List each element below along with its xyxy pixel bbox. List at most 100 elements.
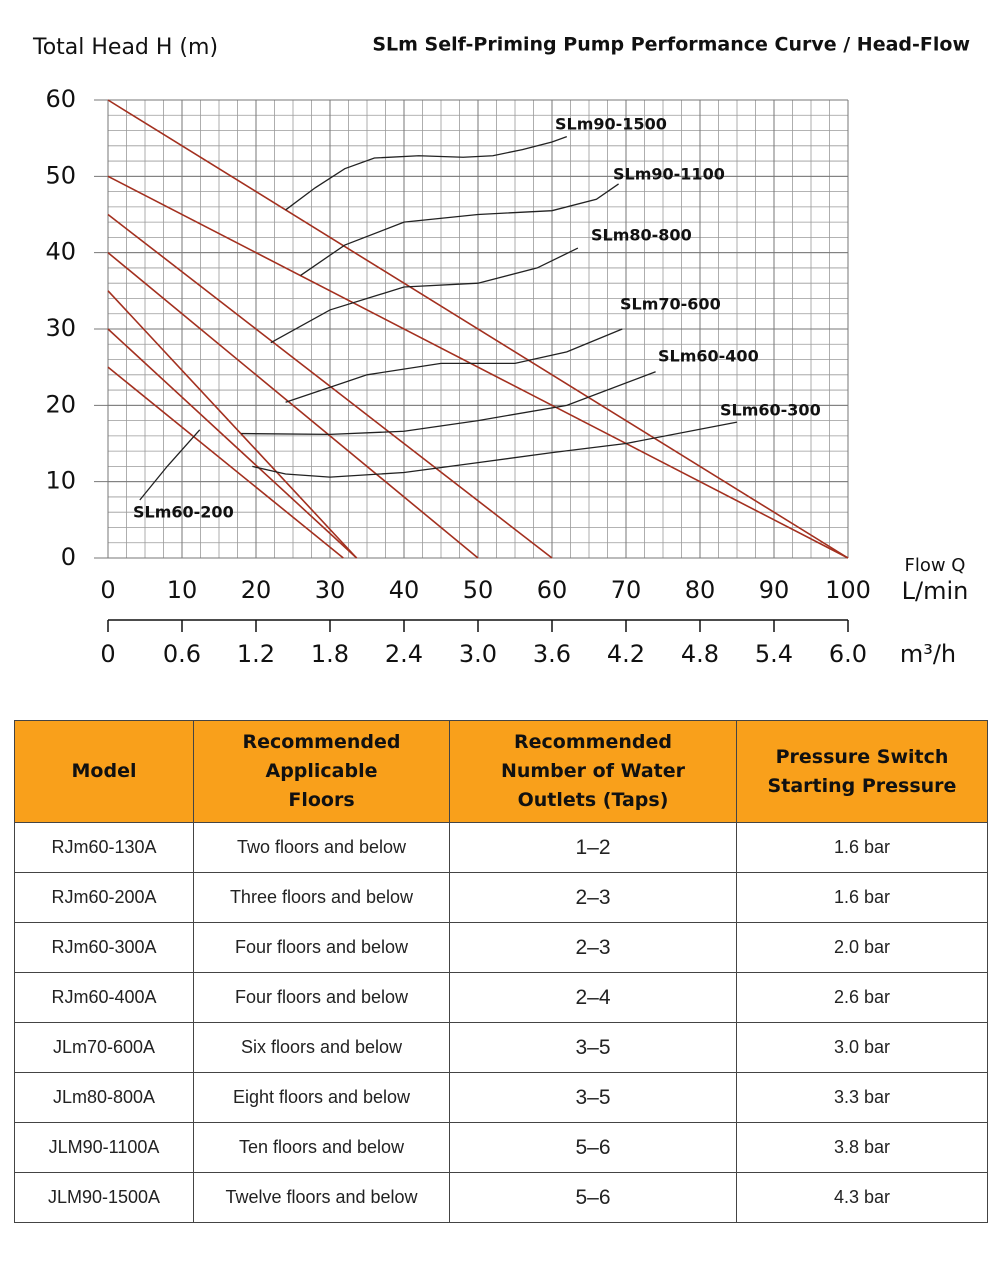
table-cell: JLm80-800A xyxy=(14,1072,194,1123)
series-line xyxy=(252,421,738,478)
table-cell: 2.6 bar xyxy=(736,972,988,1023)
x-unit: L/min xyxy=(902,577,969,605)
table-row: RJm60-200A Three floors and below 2–3 1.6 b… xyxy=(14,872,988,923)
y-tick-label: 10 xyxy=(45,467,76,495)
series-label: SLm70-600 xyxy=(620,295,721,314)
x2-tick-label: 4.8 xyxy=(681,640,719,668)
y-tick-label: 0 xyxy=(61,543,76,571)
x2-tick-label: 5.4 xyxy=(755,640,793,668)
x2-tick-label: 2.4 xyxy=(385,640,423,668)
series-line xyxy=(270,247,579,344)
y-tick-label: 40 xyxy=(45,238,76,266)
header-text: Pressure Switch Starting Pressure xyxy=(767,745,957,797)
table-cell: RJm60-200A xyxy=(14,872,194,923)
y-tick-label: 60 xyxy=(45,85,76,113)
header-text: Recommended Applicable Floors xyxy=(242,731,401,811)
x-tick-label: 60 xyxy=(537,576,568,604)
table-cell: Three floors and below xyxy=(193,872,450,923)
y-tick-label: 30 xyxy=(45,314,76,342)
x2-unit: m³/h xyxy=(900,640,956,668)
table-cell: RJm60-400A xyxy=(14,972,194,1023)
table-cell: RJm60-130A xyxy=(14,822,194,873)
x-axis-label: Flow Q xyxy=(905,555,966,576)
header-cell: Model xyxy=(14,720,194,823)
series-line xyxy=(107,328,358,559)
x-tick-label: 70 xyxy=(611,576,642,604)
series-label: SLm80-800 xyxy=(591,226,692,245)
x2-tick-label: 1.8 xyxy=(311,640,349,668)
chart: Total Head H (m) SLm Self-Priming Pump P… xyxy=(32,34,970,669)
table-cell: 5–6 xyxy=(449,1122,737,1173)
table-cell: 2–3 xyxy=(449,922,737,973)
x2-tick-label: 1.2 xyxy=(237,640,275,668)
series-label: SLm90-1100 xyxy=(613,165,725,184)
table-cell: 1.6 bar xyxy=(736,872,988,923)
header-cell: Recommended Number of Water Outlets (Tap… xyxy=(449,720,737,823)
table-cell: Two floors and below xyxy=(193,822,450,873)
table-cell: Six floors and below xyxy=(193,1022,450,1073)
header-text: Recommended Number of Water Outlets (Tap… xyxy=(500,731,686,811)
table-row: RJm60-300A Four floors and below 2–3 2.0 ba… xyxy=(14,922,988,973)
table-cell: Ten floors and below xyxy=(193,1122,450,1173)
x-tick-label: 80 xyxy=(685,576,716,604)
table-cell: RJm60-300A xyxy=(14,922,194,973)
x-tick-label: 50 xyxy=(463,576,494,604)
table-cell: JLM90-1500A xyxy=(14,1172,194,1223)
table-cell: Four floors and below xyxy=(193,972,450,1023)
table-cell: Twelve floors and below xyxy=(193,1172,450,1223)
series-label: SLm90-1500 xyxy=(555,115,667,134)
table-cell: 5–6 xyxy=(449,1172,737,1223)
x-tick-label: 30 xyxy=(315,576,346,604)
series-label: SLm60-400 xyxy=(658,347,759,366)
table-cell: Four floors and below xyxy=(193,922,450,973)
table-row: JLM90-1500A Twelve floors and below 5–6 4.3… xyxy=(14,1172,988,1223)
table-cell: 1–2 xyxy=(449,822,737,873)
series-line xyxy=(107,213,553,559)
series-line xyxy=(300,183,619,277)
table-row: RJm60-130A Two floors and below 1–2 1.6 bar xyxy=(14,822,988,873)
x-tick-label: 40 xyxy=(389,576,420,604)
series-line xyxy=(285,136,568,211)
x2-tick-label: 3.6 xyxy=(533,640,571,668)
series-label: SLm60-300 xyxy=(720,401,821,420)
table-body: RJm60-130A Two floors and below 1–2 1.6 bar… xyxy=(14,822,988,1223)
x-tick-label: 10 xyxy=(167,576,198,604)
table-cell: JLm70-600A xyxy=(14,1022,194,1073)
table-cell: 2.0 bar xyxy=(736,922,988,973)
x-tick-label: 0 xyxy=(100,576,115,604)
header-cell: Recommended Applicable Floors xyxy=(193,720,450,823)
series-line xyxy=(107,366,344,559)
header-cell: Pressure Switch Starting Pressure xyxy=(736,720,988,823)
table-cell: 3–5 xyxy=(449,1022,737,1073)
x2-tick-label: 0 xyxy=(100,640,115,668)
x2-tick-label: 0.6 xyxy=(163,640,201,668)
series-line xyxy=(107,290,358,559)
header-row: Model Recommended Applicable Floors Recomm… xyxy=(14,720,988,823)
x2-tick-label: 3.0 xyxy=(459,640,497,668)
series-line xyxy=(107,175,849,559)
series-line xyxy=(241,371,656,435)
x2-tick-label: 4.2 xyxy=(607,640,645,668)
table-cell: 3.0 bar xyxy=(736,1022,988,1073)
x-tick-label: 20 xyxy=(241,576,272,604)
table-cell: 4.3 bar xyxy=(736,1172,988,1223)
table-row: JLm80-800A Eight floors and below 3–5 3.3 b… xyxy=(14,1072,988,1123)
series-label: SLm60-200 xyxy=(133,503,234,522)
table-cell: 2–3 xyxy=(449,872,737,923)
chart-title: SLm Self-Priming Pump Performance Curve … xyxy=(372,34,970,56)
table-row: RJm60-400A Four floors and below 2–4 2.6 ba… xyxy=(14,972,988,1023)
x2-tick-label: 6.0 xyxy=(829,640,867,668)
y-tick-label: 20 xyxy=(45,390,76,418)
header-text: Model xyxy=(71,760,137,782)
x-tick-label: 100 xyxy=(825,576,871,604)
table-cell: 3–5 xyxy=(449,1072,737,1123)
series-line xyxy=(107,99,849,559)
table-cell: 2–4 xyxy=(449,972,737,1023)
table-row: JLm70-600A Six floors and below 3–5 3.0 bar xyxy=(14,1022,988,1073)
series-line xyxy=(139,429,201,501)
y-tick-label: 50 xyxy=(45,161,76,189)
spec-table: Model Recommended Applicable Floors Recomm… xyxy=(14,720,988,1223)
table-cell: JLM90-1100A xyxy=(14,1122,194,1173)
table-cell: 1.6 bar xyxy=(736,822,988,873)
